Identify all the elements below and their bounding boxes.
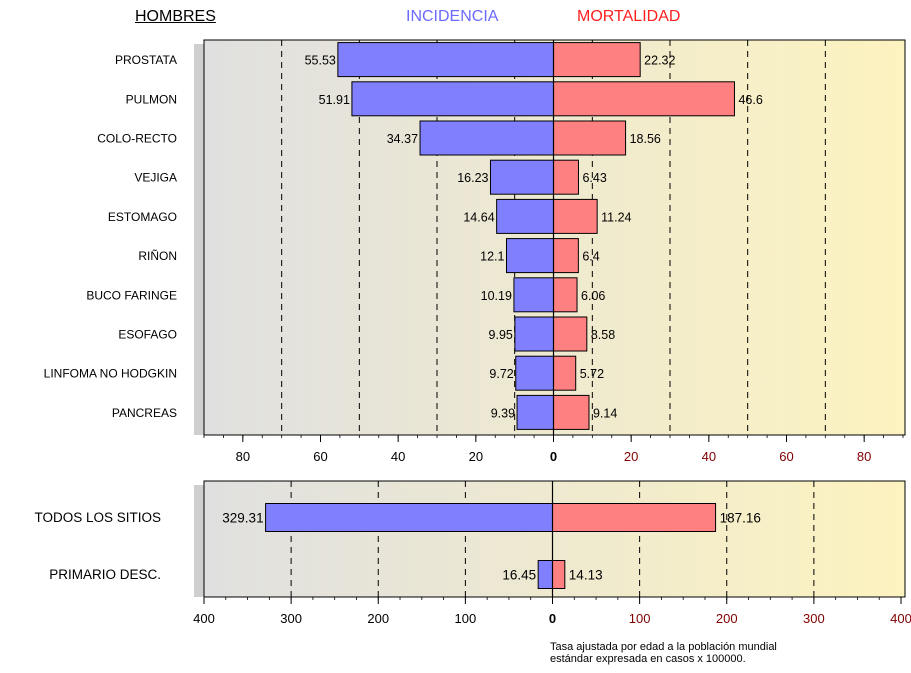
category-label: COLO-RECTO — [97, 132, 177, 146]
axis-tick-label: 100 — [629, 611, 651, 626]
axis-tick-label: 100 — [455, 611, 477, 626]
category-label: TODOS LOS SITIOS — [34, 510, 161, 525]
category-label: RIÑON — [138, 249, 177, 263]
incidence-value-label: 34.37 — [387, 132, 418, 146]
incidence-value-label: 9.39 — [491, 406, 515, 420]
category-label: ESTOMAGO — [108, 210, 177, 224]
incidence-bar — [351, 81, 554, 117]
mortality-bar — [553, 355, 577, 391]
mortality-value-label: 14.13 — [569, 568, 603, 583]
incidence-bar — [515, 355, 555, 391]
incidence-value-label: 9.72 — [489, 367, 513, 381]
axis-tick-label: 60 — [779, 449, 793, 464]
mortality-bar — [553, 316, 588, 352]
category-label: PRIMARIO DESC. — [49, 567, 161, 582]
incidence-bar — [265, 503, 553, 532]
footnote: Tasa ajustada por edad a la población mu… — [550, 641, 777, 665]
group-title: HOMBRES — [135, 8, 216, 25]
category-label: ESOFAGO — [118, 328, 177, 342]
mortality-value-label: 11.24 — [601, 210, 631, 224]
axis-tick-label: 400 — [193, 611, 215, 626]
mortality-bar — [553, 394, 590, 430]
incidence-value-label: 10.19 — [481, 289, 512, 303]
incidence-legend-label: INCIDENCIA — [406, 8, 499, 25]
footnote-line-1: Tasa ajustada por edad a la población mu… — [550, 641, 777, 653]
mortality-value-label: 187.16 — [720, 511, 761, 526]
axis-tick-label: 200 — [716, 611, 738, 626]
panel-shadow — [194, 44, 204, 435]
mortality-value-label: 5.72 — [580, 367, 604, 381]
axis-tick-label: 40 — [702, 449, 716, 464]
incidence-value-label: 16.45 — [502, 568, 536, 583]
incidence-value-label: 55.53 — [305, 54, 336, 68]
mortality-value-label: 18.56 — [630, 132, 661, 146]
mortality-bar — [553, 159, 579, 195]
mortality-value-label: 22.32 — [644, 54, 675, 68]
axis-tick-label: 40 — [391, 449, 405, 464]
axis-tick-label: 80 — [236, 449, 250, 464]
incidence-value-label: 14.64 — [463, 210, 494, 224]
incidence-bar — [513, 277, 554, 313]
mortality-value-label: 6.4 — [582, 250, 599, 264]
incidence-bar — [419, 120, 555, 156]
category-label: VEJIGA — [134, 171, 177, 185]
incidence-bar — [489, 159, 555, 195]
mortality-bar — [553, 81, 735, 117]
category-label: LINFOMA NO HODGKIN — [44, 367, 177, 381]
incidence-value-label: 12.1 — [480, 250, 504, 264]
mortality-legend-label: MORTALIDAD — [577, 8, 681, 25]
mortality-value-label: 8.58 — [591, 328, 615, 342]
axis-tick-label: 200 — [367, 611, 389, 626]
axis-tick-label: 0 — [549, 611, 556, 626]
axis-tick-label: 60 — [313, 449, 327, 464]
mortality-value-label: 9.14 — [593, 406, 617, 420]
incidence-value-label: 51.91 — [319, 93, 350, 107]
axis-tick-label: 300 — [803, 611, 825, 626]
axis-tick-label: 400 — [890, 611, 911, 626]
mortality-bar — [553, 120, 627, 156]
incidence-bar — [514, 316, 555, 352]
axis-tick-label: 300 — [280, 611, 302, 626]
incidence-bar — [337, 42, 554, 78]
incidence-bar — [506, 238, 554, 274]
axis-tick-label: 20 — [624, 449, 638, 464]
axis-tick-label: 0 — [550, 449, 557, 464]
mortality-value-label: 6.06 — [581, 289, 605, 303]
incidence-value-label: 329.31 — [222, 511, 263, 526]
panel-shadow — [194, 485, 204, 597]
category-label: BUCO FARINGE — [86, 288, 177, 302]
mortality-value-label: 46.6 — [738, 93, 762, 107]
mortality-value-label: 6.43 — [582, 171, 606, 185]
category-label: PULMON — [126, 92, 177, 106]
category-label: PANCREAS — [112, 406, 177, 420]
mortality-bar — [552, 560, 566, 589]
category-label: PROSTATA — [115, 53, 177, 67]
incidence-bar — [516, 394, 555, 430]
mortality-bar — [553, 42, 641, 78]
mortality-bar — [552, 503, 717, 532]
incidence-value-label: 9.95 — [489, 328, 513, 342]
incidence-bar — [537, 560, 553, 589]
incidence-bar — [496, 198, 555, 234]
mortality-bar — [553, 198, 598, 234]
axis-tick-label: 20 — [469, 449, 483, 464]
mortality-bar — [553, 238, 579, 274]
mortality-bar — [553, 277, 578, 313]
footnote-line-2: estándar expresada en casos x 100000. — [550, 653, 746, 665]
axis-tick-label: 80 — [857, 449, 871, 464]
incidence-value-label: 16.23 — [457, 171, 488, 185]
